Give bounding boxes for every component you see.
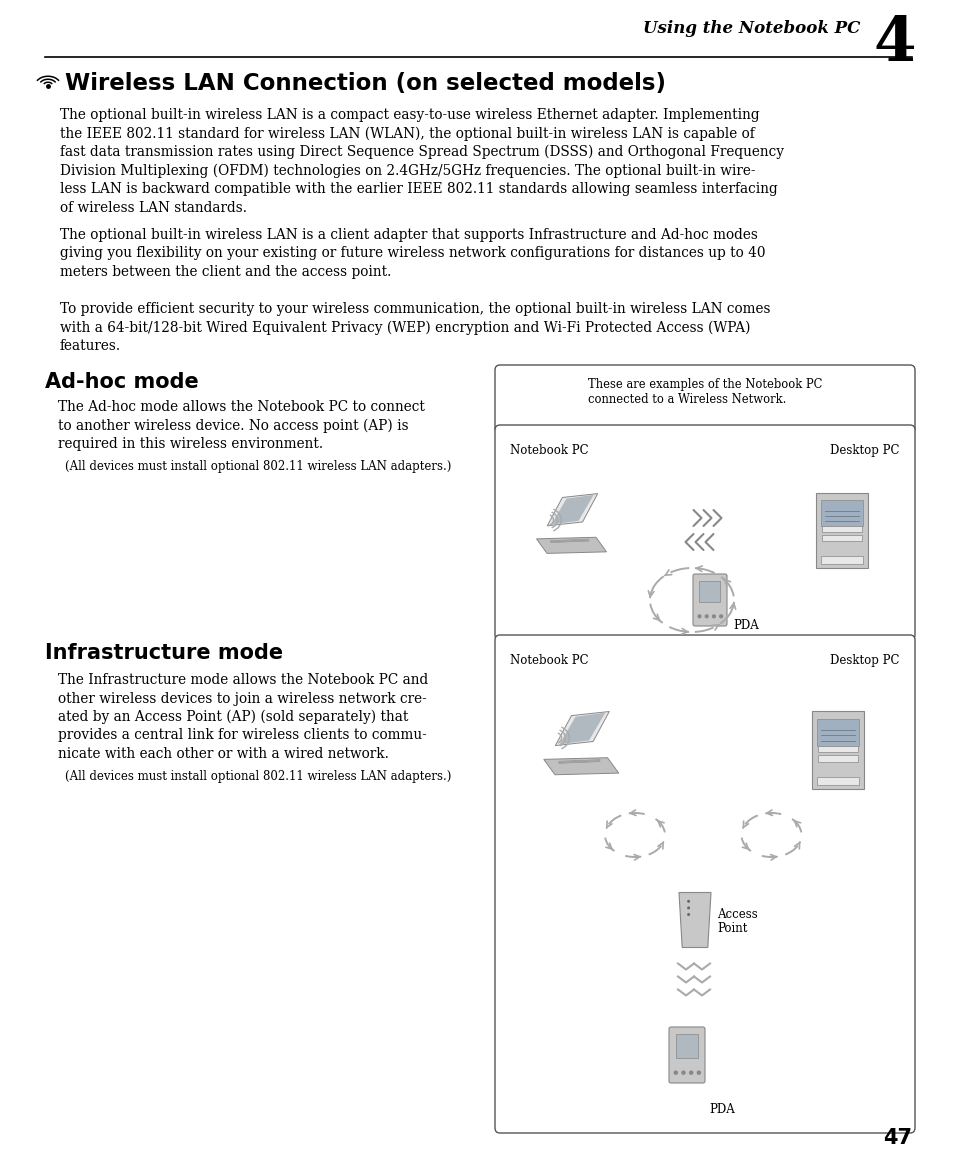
FancyBboxPatch shape bbox=[818, 755, 857, 761]
Polygon shape bbox=[547, 493, 597, 526]
Text: meters between the client and the access point.: meters between the client and the access… bbox=[60, 264, 391, 280]
FancyBboxPatch shape bbox=[815, 492, 867, 567]
FancyBboxPatch shape bbox=[495, 365, 914, 433]
Text: Point: Point bbox=[717, 922, 746, 936]
Polygon shape bbox=[555, 711, 609, 746]
Circle shape bbox=[688, 1071, 693, 1075]
Text: the IEEE 802.11 standard for wireless LAN (WLAN), the optional built-in wireless: the IEEE 802.11 standard for wireless LA… bbox=[60, 127, 754, 141]
FancyBboxPatch shape bbox=[821, 500, 862, 527]
FancyBboxPatch shape bbox=[821, 527, 861, 532]
FancyBboxPatch shape bbox=[817, 777, 858, 785]
Polygon shape bbox=[679, 893, 710, 947]
Text: Notebook PC: Notebook PC bbox=[510, 654, 588, 666]
Circle shape bbox=[673, 1071, 678, 1075]
Circle shape bbox=[696, 1071, 700, 1075]
FancyBboxPatch shape bbox=[699, 581, 720, 603]
FancyBboxPatch shape bbox=[818, 746, 857, 752]
Polygon shape bbox=[551, 494, 593, 524]
Text: (All devices must install optional 802.11 wireless LAN adapters.): (All devices must install optional 802.1… bbox=[65, 770, 451, 783]
Text: features.: features. bbox=[60, 340, 121, 353]
Text: ated by an Access Point (AP) (sold separately) that: ated by an Access Point (AP) (sold separ… bbox=[58, 710, 408, 724]
FancyBboxPatch shape bbox=[495, 425, 914, 640]
Text: Infrastructure mode: Infrastructure mode bbox=[45, 643, 283, 663]
Text: 47: 47 bbox=[882, 1128, 911, 1148]
FancyBboxPatch shape bbox=[692, 574, 726, 626]
Text: PDA: PDA bbox=[708, 1103, 734, 1116]
FancyBboxPatch shape bbox=[821, 557, 862, 564]
Circle shape bbox=[680, 1071, 685, 1075]
Text: These are examples of the Notebook PC
connected to a Wireless Network.: These are examples of the Notebook PC co… bbox=[587, 378, 821, 407]
FancyBboxPatch shape bbox=[821, 535, 861, 542]
FancyBboxPatch shape bbox=[675, 1034, 698, 1058]
FancyBboxPatch shape bbox=[811, 711, 863, 789]
Text: Ad-hoc mode: Ad-hoc mode bbox=[45, 372, 198, 392]
Text: provides a central link for wireless clients to commu-: provides a central link for wireless cli… bbox=[58, 729, 426, 743]
Text: of wireless LAN standards.: of wireless LAN standards. bbox=[60, 201, 247, 215]
Polygon shape bbox=[543, 758, 618, 775]
FancyBboxPatch shape bbox=[495, 635, 914, 1133]
FancyBboxPatch shape bbox=[668, 1027, 704, 1083]
Text: other wireless devices to join a wireless network cre-: other wireless devices to join a wireles… bbox=[58, 692, 426, 706]
Text: The Ad-hoc mode allows the Notebook PC to connect: The Ad-hoc mode allows the Notebook PC t… bbox=[58, 400, 424, 413]
Text: to another wireless device. No access point (AP) is: to another wireless device. No access po… bbox=[58, 418, 408, 433]
Circle shape bbox=[686, 912, 689, 916]
Text: The Infrastructure mode allows the Notebook PC and: The Infrastructure mode allows the Noteb… bbox=[58, 673, 428, 687]
Text: 4: 4 bbox=[873, 14, 915, 74]
Text: nicate with each other or with a wired network.: nicate with each other or with a wired n… bbox=[58, 747, 389, 761]
Text: To provide efficient security to your wireless communication, the optional built: To provide efficient security to your wi… bbox=[60, 301, 770, 316]
Circle shape bbox=[686, 900, 689, 903]
Text: (All devices must install optional 802.11 wireless LAN adapters.): (All devices must install optional 802.1… bbox=[65, 460, 451, 474]
Text: with a 64-bit/128-bit Wired Equivalent Privacy (WEP) encryption and Wi-Fi Protec: with a 64-bit/128-bit Wired Equivalent P… bbox=[60, 320, 750, 335]
Text: giving you flexibility on your existing or future wireless network configuration: giving you flexibility on your existing … bbox=[60, 246, 764, 261]
Text: PDA: PDA bbox=[732, 619, 758, 632]
Text: The optional built-in wireless LAN is a compact easy-to-use wireless Ethernet ad: The optional built-in wireless LAN is a … bbox=[60, 109, 759, 122]
Text: Division Multiplexing (OFDM) technologies on 2.4GHz/5GHz frequencies. The option: Division Multiplexing (OFDM) technologie… bbox=[60, 164, 755, 178]
Text: less LAN is backward compatible with the earlier IEEE 802.11 standards allowing : less LAN is backward compatible with the… bbox=[60, 182, 777, 196]
Text: fast data transmission rates using Direct Sequence Spread Spectrum (DSSS) and Or: fast data transmission rates using Direc… bbox=[60, 146, 783, 159]
Circle shape bbox=[697, 614, 700, 618]
Text: Desktop PC: Desktop PC bbox=[830, 654, 899, 666]
Circle shape bbox=[711, 614, 716, 618]
Text: Wireless LAN Connection (on selected models): Wireless LAN Connection (on selected mod… bbox=[65, 72, 665, 95]
Text: The optional built-in wireless LAN is a client adapter that supports Infrastruct: The optional built-in wireless LAN is a … bbox=[60, 228, 757, 243]
Text: Using the Notebook PC: Using the Notebook PC bbox=[642, 20, 859, 37]
Circle shape bbox=[704, 614, 708, 618]
Circle shape bbox=[686, 907, 689, 909]
Text: Desktop PC: Desktop PC bbox=[830, 444, 899, 457]
FancyBboxPatch shape bbox=[817, 718, 858, 746]
Text: Notebook PC: Notebook PC bbox=[510, 444, 588, 457]
Text: Access: Access bbox=[717, 908, 757, 921]
Polygon shape bbox=[558, 713, 604, 745]
Circle shape bbox=[719, 614, 722, 618]
Text: required in this wireless environment.: required in this wireless environment. bbox=[58, 437, 323, 450]
Polygon shape bbox=[536, 537, 606, 553]
